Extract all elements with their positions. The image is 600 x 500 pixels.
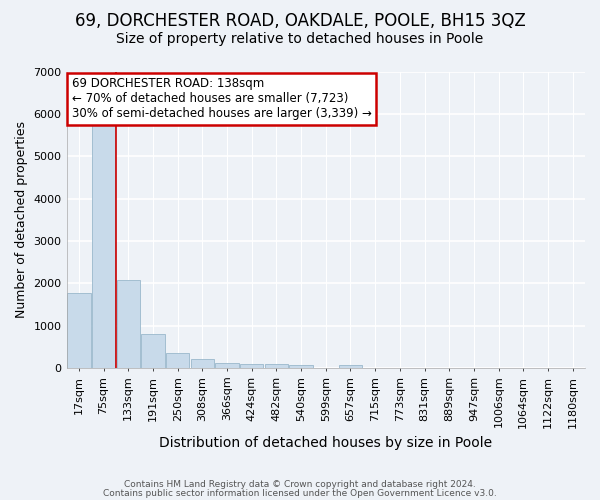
Bar <box>339 366 362 368</box>
Bar <box>67 292 91 368</box>
Bar <box>166 353 190 368</box>
Text: 69 DORCHESTER ROAD: 138sqm
← 70% of detached houses are smaller (7,723)
30% of s: 69 DORCHESTER ROAD: 138sqm ← 70% of deta… <box>72 78 371 120</box>
Bar <box>116 280 140 368</box>
Bar <box>92 123 115 368</box>
Bar <box>289 366 313 368</box>
Text: 69, DORCHESTER ROAD, OAKDALE, POOLE, BH15 3QZ: 69, DORCHESTER ROAD, OAKDALE, POOLE, BH1… <box>74 12 526 30</box>
Bar <box>240 364 263 368</box>
Text: Size of property relative to detached houses in Poole: Size of property relative to detached ho… <box>116 32 484 46</box>
Text: Contains HM Land Registry data © Crown copyright and database right 2024.: Contains HM Land Registry data © Crown c… <box>124 480 476 489</box>
X-axis label: Distribution of detached houses by size in Poole: Distribution of detached houses by size … <box>159 436 493 450</box>
Y-axis label: Number of detached properties: Number of detached properties <box>15 122 28 318</box>
Bar <box>141 334 164 368</box>
Bar <box>191 358 214 368</box>
Text: Contains public sector information licensed under the Open Government Licence v3: Contains public sector information licen… <box>103 489 497 498</box>
Bar <box>265 364 288 368</box>
Bar <box>215 362 239 368</box>
